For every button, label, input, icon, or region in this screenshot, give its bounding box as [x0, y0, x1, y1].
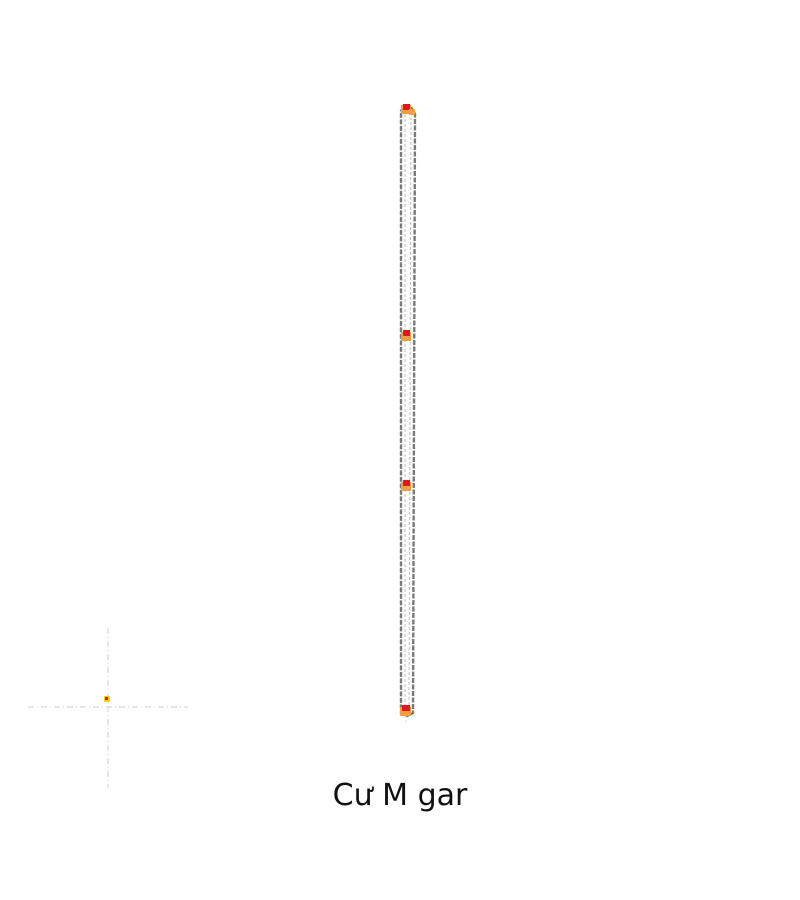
shape-inner-edge-right: [408, 116, 412, 709]
vertex-marker-top[interactable]: [401, 104, 415, 115]
vertex-marker-lower-middle[interactable]: [401, 480, 411, 491]
crosshair-guide: [28, 628, 188, 788]
shape-outline[interactable]: [399, 104, 417, 718]
diagram-caption: Cư M gar: [332, 778, 468, 813]
vertex-marker-upper-middle[interactable]: [401, 330, 411, 341]
vertex-marker-bottom[interactable]: [400, 705, 411, 716]
location-marker[interactable]: [104, 696, 110, 702]
